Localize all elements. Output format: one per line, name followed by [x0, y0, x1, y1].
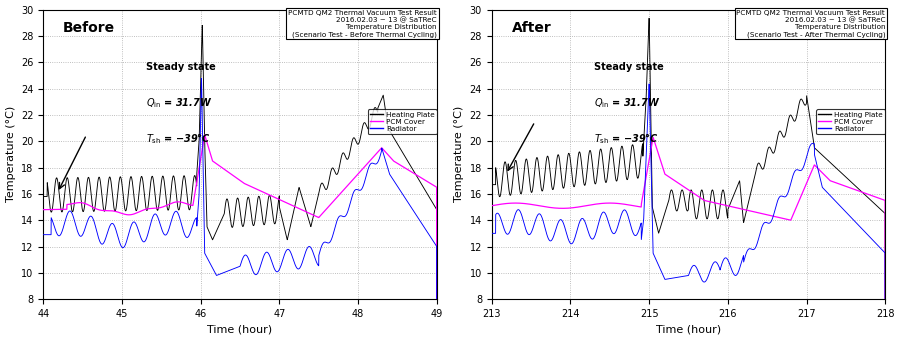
X-axis label: Time (hour): Time (hour)	[656, 324, 721, 335]
Text: PCMTD QM2 Thermal Vacuum Test Result
2016.02.03 ~ 13 @ SaTReC
Temperature Distri: PCMTD QM2 Thermal Vacuum Test Result 201…	[736, 10, 886, 38]
Legend: Heating Plate, PCM Cover, Radiator: Heating Plate, PCM Cover, Radiator	[816, 109, 886, 134]
Y-axis label: Temperature (°C): Temperature (°C)	[454, 106, 464, 203]
Text: $T_{\rm sh}$ = −39°C: $T_{\rm sh}$ = −39°C	[594, 131, 659, 146]
Text: $T_{\rm sh}$ = −39°C: $T_{\rm sh}$ = −39°C	[146, 131, 211, 146]
Text: Before: Before	[63, 21, 115, 35]
Y-axis label: Temperature (°C): Temperature (°C)	[5, 106, 15, 203]
Text: $Q_{\rm in}$ = 31.7W: $Q_{\rm in}$ = 31.7W	[146, 97, 212, 110]
X-axis label: Time (hour): Time (hour)	[208, 324, 273, 335]
Text: After: After	[511, 21, 551, 35]
Text: $Q_{\rm in}$ = 31.7W: $Q_{\rm in}$ = 31.7W	[594, 97, 661, 110]
Text: Steady state: Steady state	[594, 62, 664, 72]
Text: PCMTD QM2 Thermal Vacuum Test Result
2016.02.03 ~ 13 @ SaTReC
Temperature Distri: PCMTD QM2 Thermal Vacuum Test Result 201…	[288, 10, 436, 38]
Text: Steady state: Steady state	[146, 62, 215, 72]
Legend: Heating Plate, PCM Cover, Radiator: Heating Plate, PCM Cover, Radiator	[368, 109, 436, 134]
